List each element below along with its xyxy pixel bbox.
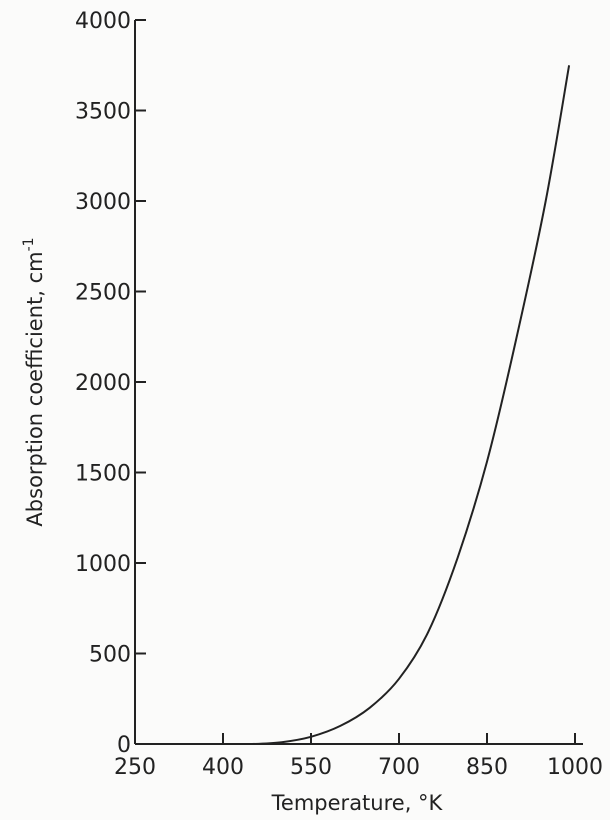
x-tick-label: 700 xyxy=(378,755,420,780)
x-axis-label: Temperature, °K xyxy=(271,791,444,815)
x-tick-label: 550 xyxy=(290,755,332,780)
y-tick-label: 1500 xyxy=(75,462,131,487)
plot-area: 0 500 1000 1500 2000 2500 3000 3500 4000 250 400 5… xyxy=(75,9,603,780)
x-tick-label: 400 xyxy=(202,755,244,780)
y-axis-label-superscript: -1 xyxy=(21,237,37,251)
y-tick-label: 500 xyxy=(89,643,131,668)
y-tick-label: 4000 xyxy=(75,9,131,34)
y-tick-label: 3500 xyxy=(75,100,131,125)
x-tick-label: 250 xyxy=(114,755,156,780)
y-tick-label: 2000 xyxy=(75,371,131,396)
y-tick-label: 3000 xyxy=(75,190,131,215)
series-line xyxy=(135,65,571,745)
y-axis-label-text: Absorption coefficient, cm xyxy=(23,251,47,526)
y-ticks: 0 500 1000 1500 2000 2500 3000 3500 4000 xyxy=(75,9,146,758)
y-tick-label: 0 xyxy=(117,733,131,758)
y-tick-label: 2500 xyxy=(75,281,131,306)
y-axis-label: Absorption coefficient, cm-1 xyxy=(21,237,47,526)
x-tick-label: 850 xyxy=(466,755,508,780)
x-ticks: 250 400 550 700 850 1000 xyxy=(114,733,603,780)
y-tick-label: 1000 xyxy=(75,552,131,577)
x-tick-label: 1000 xyxy=(547,755,603,780)
